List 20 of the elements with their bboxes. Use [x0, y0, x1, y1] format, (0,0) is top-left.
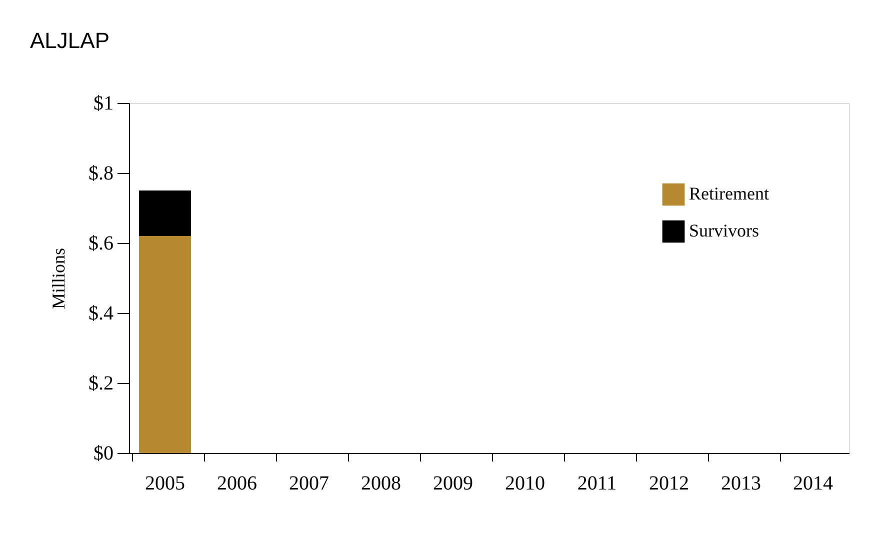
x-tick-label: 2006	[217, 472, 257, 494]
y-tick-label: $.2	[88, 372, 114, 394]
y-tick-label: $1	[94, 92, 114, 114]
y-tick-label: $.6	[88, 232, 114, 254]
x-tick-label: 2014	[793, 472, 833, 494]
x-tick-label: 2011	[577, 472, 617, 494]
x-tick-label: 2010	[505, 472, 545, 494]
legend-label: Retirement	[689, 184, 769, 204]
x-tick-label: 2008	[361, 472, 401, 494]
y-tick-label: $.4	[88, 302, 114, 324]
legend-label: Survivors	[689, 220, 760, 240]
x-tick-label: 2009	[433, 472, 473, 494]
y-tick-label: $0	[94, 442, 114, 464]
x-tick-label: 2007	[289, 472, 329, 494]
y-tick-label: $.8	[88, 162, 114, 184]
x-tick-label: 2005	[145, 472, 185, 494]
x-tick-label: 2012	[649, 472, 689, 494]
y-axis-title: Millions	[48, 248, 68, 310]
chart-title: ALJLAP	[30, 28, 110, 53]
x-tick-label: 2013	[721, 472, 761, 494]
